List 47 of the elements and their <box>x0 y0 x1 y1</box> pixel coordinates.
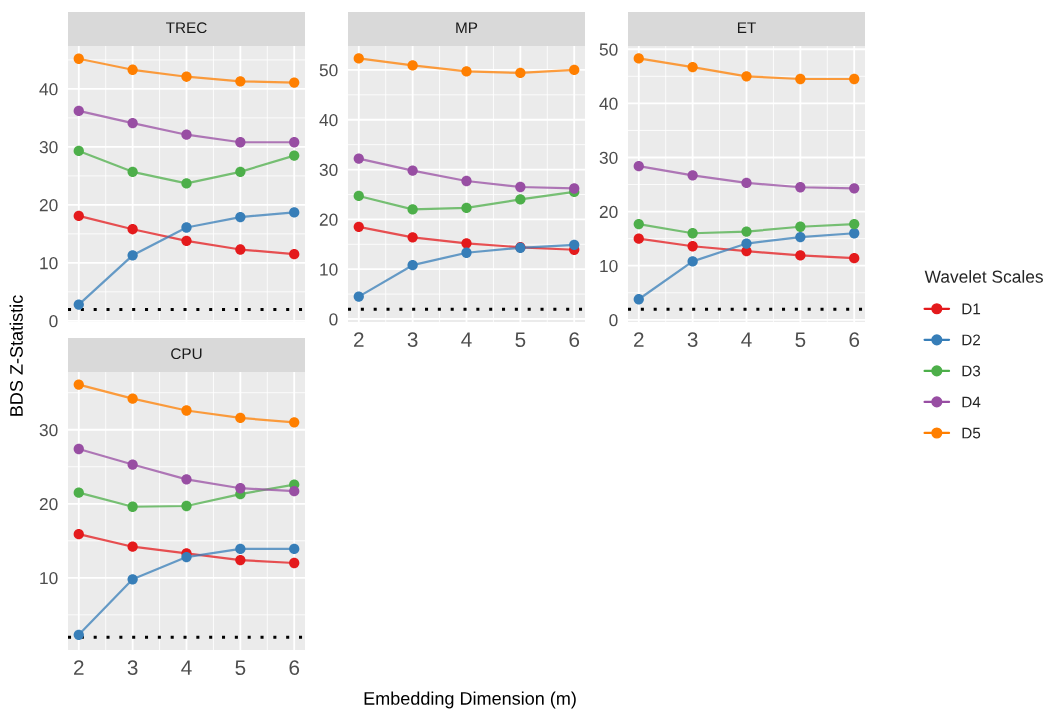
x-tick-label: 2 <box>634 332 644 347</box>
x-tick-label: 4 <box>461 332 472 347</box>
x-tick-label: 3 <box>687 332 698 348</box>
legend-label: D1 <box>962 303 981 315</box>
y-tick-label: 40 <box>599 97 618 110</box>
y-tick-label: 20 <box>39 497 58 511</box>
legend-title: Wavelet Scales <box>924 270 1043 283</box>
y-tick-label: 0 <box>609 314 618 327</box>
y-tick-label: 30 <box>39 141 58 154</box>
y-tick-label: 0 <box>49 315 58 328</box>
x-tick-label: 3 <box>407 332 418 348</box>
y-tick-label: 10 <box>40 257 58 270</box>
legend-label: D3 <box>962 365 981 377</box>
y-tick-label: 40 <box>319 113 338 127</box>
y-tick-label: 10 <box>600 259 618 273</box>
chart-title: TREC <box>166 22 207 34</box>
x-tick-label: 4 <box>181 660 192 675</box>
y-tick-label: 0 <box>329 313 338 326</box>
legend-label: D4 <box>962 396 981 408</box>
legend-label: D5 <box>962 427 981 439</box>
y-tick-label: 10 <box>40 571 58 585</box>
y-tick-label: 40 <box>39 83 58 96</box>
x-axis-title: Embedding Dimension (m) <box>364 691 576 709</box>
y-tick-label: 50 <box>319 64 338 77</box>
x-tick-label: 6 <box>569 332 580 348</box>
y-tick-label: 50 <box>599 43 618 56</box>
x-tick-label: 5 <box>795 332 806 348</box>
x-tick-label: 2 <box>74 660 84 675</box>
y-tick-label: 20 <box>599 205 618 219</box>
y-tick-label: 30 <box>599 151 618 164</box>
chart-title: ET <box>737 22 756 33</box>
y-tick-label: 10 <box>320 263 338 276</box>
legend-label: D2 <box>962 334 981 346</box>
chart-title: CPU <box>171 348 202 360</box>
x-tick-label: 3 <box>127 660 138 676</box>
y-tick-label: 20 <box>319 213 338 226</box>
x-tick-label: 5 <box>515 332 526 348</box>
y-tick-label: 30 <box>39 423 58 437</box>
chart-title: MP <box>456 22 478 33</box>
x-tick-label: 6 <box>849 332 860 348</box>
x-tick-label: 5 <box>235 660 246 676</box>
x-tick-label: 4 <box>741 332 752 347</box>
y-tick-label: 20 <box>39 199 58 212</box>
x-tick-label: 2 <box>354 332 364 347</box>
x-tick-label: 6 <box>289 660 300 676</box>
y-tick-label: 30 <box>319 163 338 177</box>
y-axis-title: BDS Z-Statistic <box>9 295 23 416</box>
